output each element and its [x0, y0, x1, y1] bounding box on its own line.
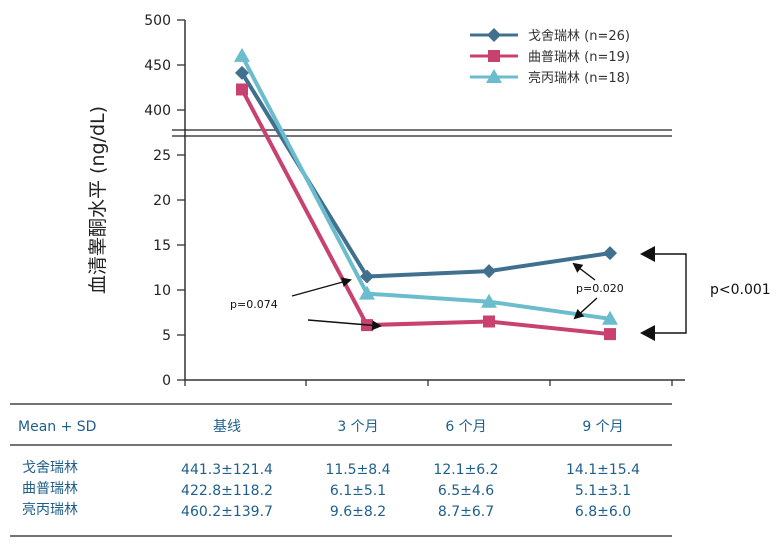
y-tick: 15 [153, 238, 185, 254]
triangle-marker [234, 47, 250, 62]
diamond-marker [360, 269, 374, 284]
square-marker [483, 315, 495, 328]
series-2 [234, 47, 618, 325]
series-1 [236, 83, 616, 341]
table-cell: 460.2±139.7 [181, 504, 273, 520]
table-column-header: 3 个月 [337, 419, 378, 435]
legend-label: 亮丙瑞林 (n=18) [528, 70, 630, 86]
table-cell: 8.7±6.7 [438, 504, 494, 520]
table-cell: 9.6±8.2 [330, 504, 386, 520]
triangle-marker [359, 285, 375, 300]
legend-item-0: 戈舍瑞林 (n=26) [470, 28, 630, 44]
y-tick-label: 450 [144, 58, 171, 74]
table-row-label: 曲普瑞林 [22, 481, 78, 497]
diamond-marker [603, 246, 617, 261]
table-column-header: 基线 [213, 418, 241, 435]
table-row-label: 戈舍瑞林 [22, 460, 78, 476]
table-cell: 6.8±6.0 [575, 504, 631, 520]
square-marker [236, 83, 248, 96]
y-tick: 450 [144, 58, 185, 74]
diamond-marker [482, 264, 496, 279]
y-tick: 400 [144, 103, 185, 119]
series-line [240, 88, 611, 337]
y-tick: 5 [162, 328, 185, 344]
bracket-p001 [655, 253, 687, 334]
y-tick: 0 [162, 373, 185, 389]
table-cell: 11.5±8.4 [325, 462, 390, 478]
table-cell: 441.3±121.4 [181, 462, 273, 478]
bracket-arrow-upper [640, 246, 655, 262]
axes: 400 450 500 0 5 10 15 20 25 血清睾酮水平 (ng/dL) [87, 13, 685, 389]
triangle-marker [481, 293, 497, 308]
y-tick-label: 500 [144, 13, 171, 29]
table-cell: 14.1±15.4 [566, 462, 640, 478]
table-row-label: 亮丙瑞林 [22, 501, 78, 518]
series-line [240, 71, 611, 279]
y-tick-label: 25 [153, 148, 171, 164]
triangle-marker [486, 69, 502, 83]
legend-label: 戈舍瑞林 (n=26) [528, 29, 630, 44]
table-cell: 6.1±5.1 [330, 483, 386, 499]
table-cell: 6.5±4.6 [438, 483, 494, 499]
annotations: p=0.074 p=0.020 p<0.001 [230, 246, 771, 341]
annotation-p001: p<0.001 [710, 282, 771, 298]
arrow-p020-lower [573, 297, 598, 320]
arrow-p020-upper [572, 262, 596, 281]
series-line [240, 54, 611, 321]
y-tick-label: 10 [153, 283, 171, 299]
table-column-header: 9 个月 [582, 419, 623, 435]
series-layer [234, 47, 618, 341]
table-cell: 12.1±6.2 [433, 462, 498, 478]
y-tick: 500 [144, 13, 185, 29]
y-tick: 25 [153, 148, 185, 164]
triangle-marker [602, 310, 618, 325]
arrow-p074-upper [291, 277, 352, 297]
y-tick-label: 0 [162, 373, 171, 389]
table-cell: 5.1±3.1 [575, 483, 631, 499]
square-marker [488, 50, 500, 62]
table-cell: 422.8±118.2 [181, 483, 273, 499]
y-tick-label: 400 [144, 103, 171, 119]
y-tick-label: 5 [162, 328, 171, 344]
diamond-marker [487, 28, 501, 42]
y-tick: 20 [153, 193, 185, 209]
legend-label: 曲普瑞林 (n=19) [528, 50, 630, 65]
diamond-marker [235, 65, 249, 80]
annotation-p074: p=0.074 [230, 298, 278, 311]
square-marker [604, 328, 616, 341]
annotation-p020: p=0.020 [576, 282, 624, 295]
legend-item-1: 曲普瑞林 (n=19) [470, 50, 630, 65]
y-tick-label: 15 [153, 238, 171, 254]
y-tick-label: 20 [153, 193, 171, 209]
table-header-label: Mean + SD [18, 419, 96, 435]
series-0 [235, 65, 617, 284]
y-axis-label: 血清睾酮水平 (ng/dL) [87, 106, 109, 294]
legend-item-2: 亮丙瑞林 (n=18) [470, 69, 630, 86]
arrow-p074-lower [307, 319, 382, 331]
legend: 戈舍瑞林 (n=26) 曲普瑞林 (n=19) 亮丙瑞林 (n=18) [470, 28, 630, 86]
table-column-header: 6 个月 [445, 419, 486, 435]
y-tick: 10 [153, 283, 185, 299]
bracket-arrow-lower [640, 325, 655, 341]
